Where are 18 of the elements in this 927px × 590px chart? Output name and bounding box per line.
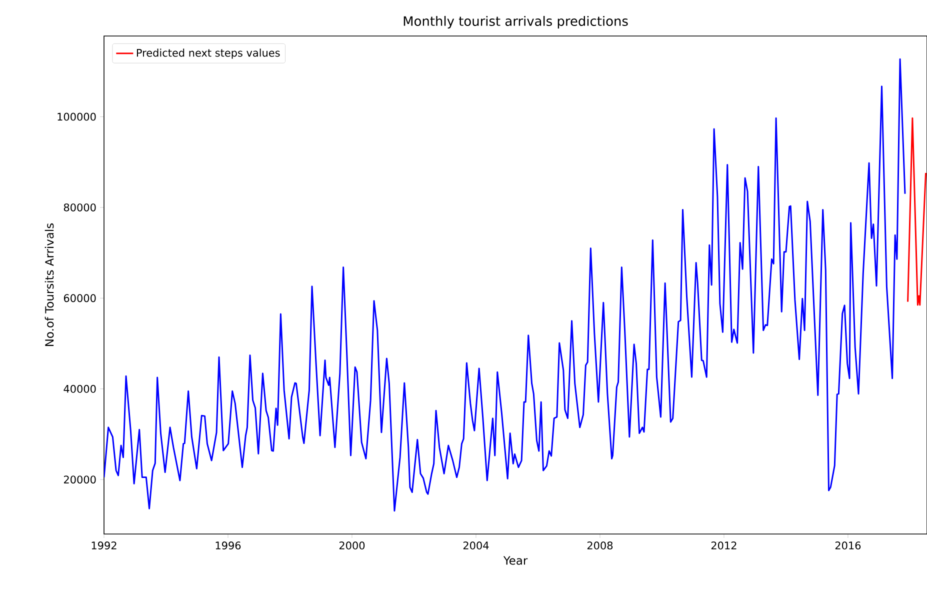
y-tick-label: 60000 (64, 294, 96, 302)
y-axis-title: No.of Toursits Arrivals (44, 223, 54, 346)
x-tick-label: 2004 (463, 542, 489, 550)
x-tick-label: 2016 (835, 542, 861, 550)
x-tick-label: 2008 (587, 542, 613, 550)
line-series (104, 58, 906, 512)
chart-title: Monthly tourist arrivals predictions (404, 16, 628, 28)
y-tick-label: 40000 (64, 384, 96, 393)
line-series (907, 117, 927, 306)
legend-label: Predicted next steps values (136, 48, 280, 59)
x-tick-label: 2000 (339, 542, 365, 550)
x-tick-label: 1996 (216, 542, 241, 550)
x-axis-title: Year (503, 556, 528, 565)
x-tick-label: 2012 (711, 542, 736, 550)
y-tick-label: 20000 (64, 476, 96, 484)
y-tick-label: 100000 (58, 112, 96, 121)
y-tick-label: 80000 (64, 203, 96, 212)
x-tick-label: 1992 (92, 542, 116, 550)
